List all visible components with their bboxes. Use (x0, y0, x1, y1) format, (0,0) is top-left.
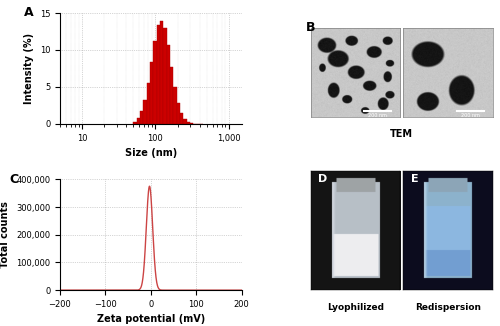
Text: A: A (24, 7, 34, 19)
X-axis label: Size (nm): Size (nm) (124, 148, 177, 158)
Bar (184, 119, 186, 124)
Bar (134, 122, 136, 124)
Bar (164, 28, 166, 124)
Text: TEM: TEM (390, 129, 413, 139)
Y-axis label: Intensity (%): Intensity (%) (24, 33, 34, 104)
Bar (180, 113, 183, 124)
Text: 200 nm: 200 nm (461, 112, 479, 118)
Text: E: E (410, 174, 418, 184)
Text: Redispersion: Redispersion (415, 303, 481, 312)
Bar (150, 62, 153, 124)
Text: D: D (318, 174, 327, 184)
Bar (167, 45, 170, 124)
Bar (147, 83, 150, 124)
Text: 200 nm: 200 nm (368, 112, 387, 118)
Bar (174, 87, 176, 124)
Bar (144, 100, 146, 124)
Text: B: B (306, 21, 316, 34)
Bar (154, 41, 156, 124)
Bar (190, 123, 193, 124)
Bar (177, 103, 180, 124)
Bar (187, 122, 190, 124)
Bar (137, 118, 140, 124)
Bar (140, 111, 143, 124)
X-axis label: Zeta potential (mV): Zeta potential (mV) (96, 314, 205, 324)
Bar (160, 21, 163, 124)
Y-axis label: Total counts: Total counts (0, 201, 10, 268)
Bar (170, 67, 173, 124)
Bar (157, 25, 160, 124)
Text: C: C (9, 173, 18, 185)
Text: Lyophilized: Lyophilized (327, 303, 384, 312)
